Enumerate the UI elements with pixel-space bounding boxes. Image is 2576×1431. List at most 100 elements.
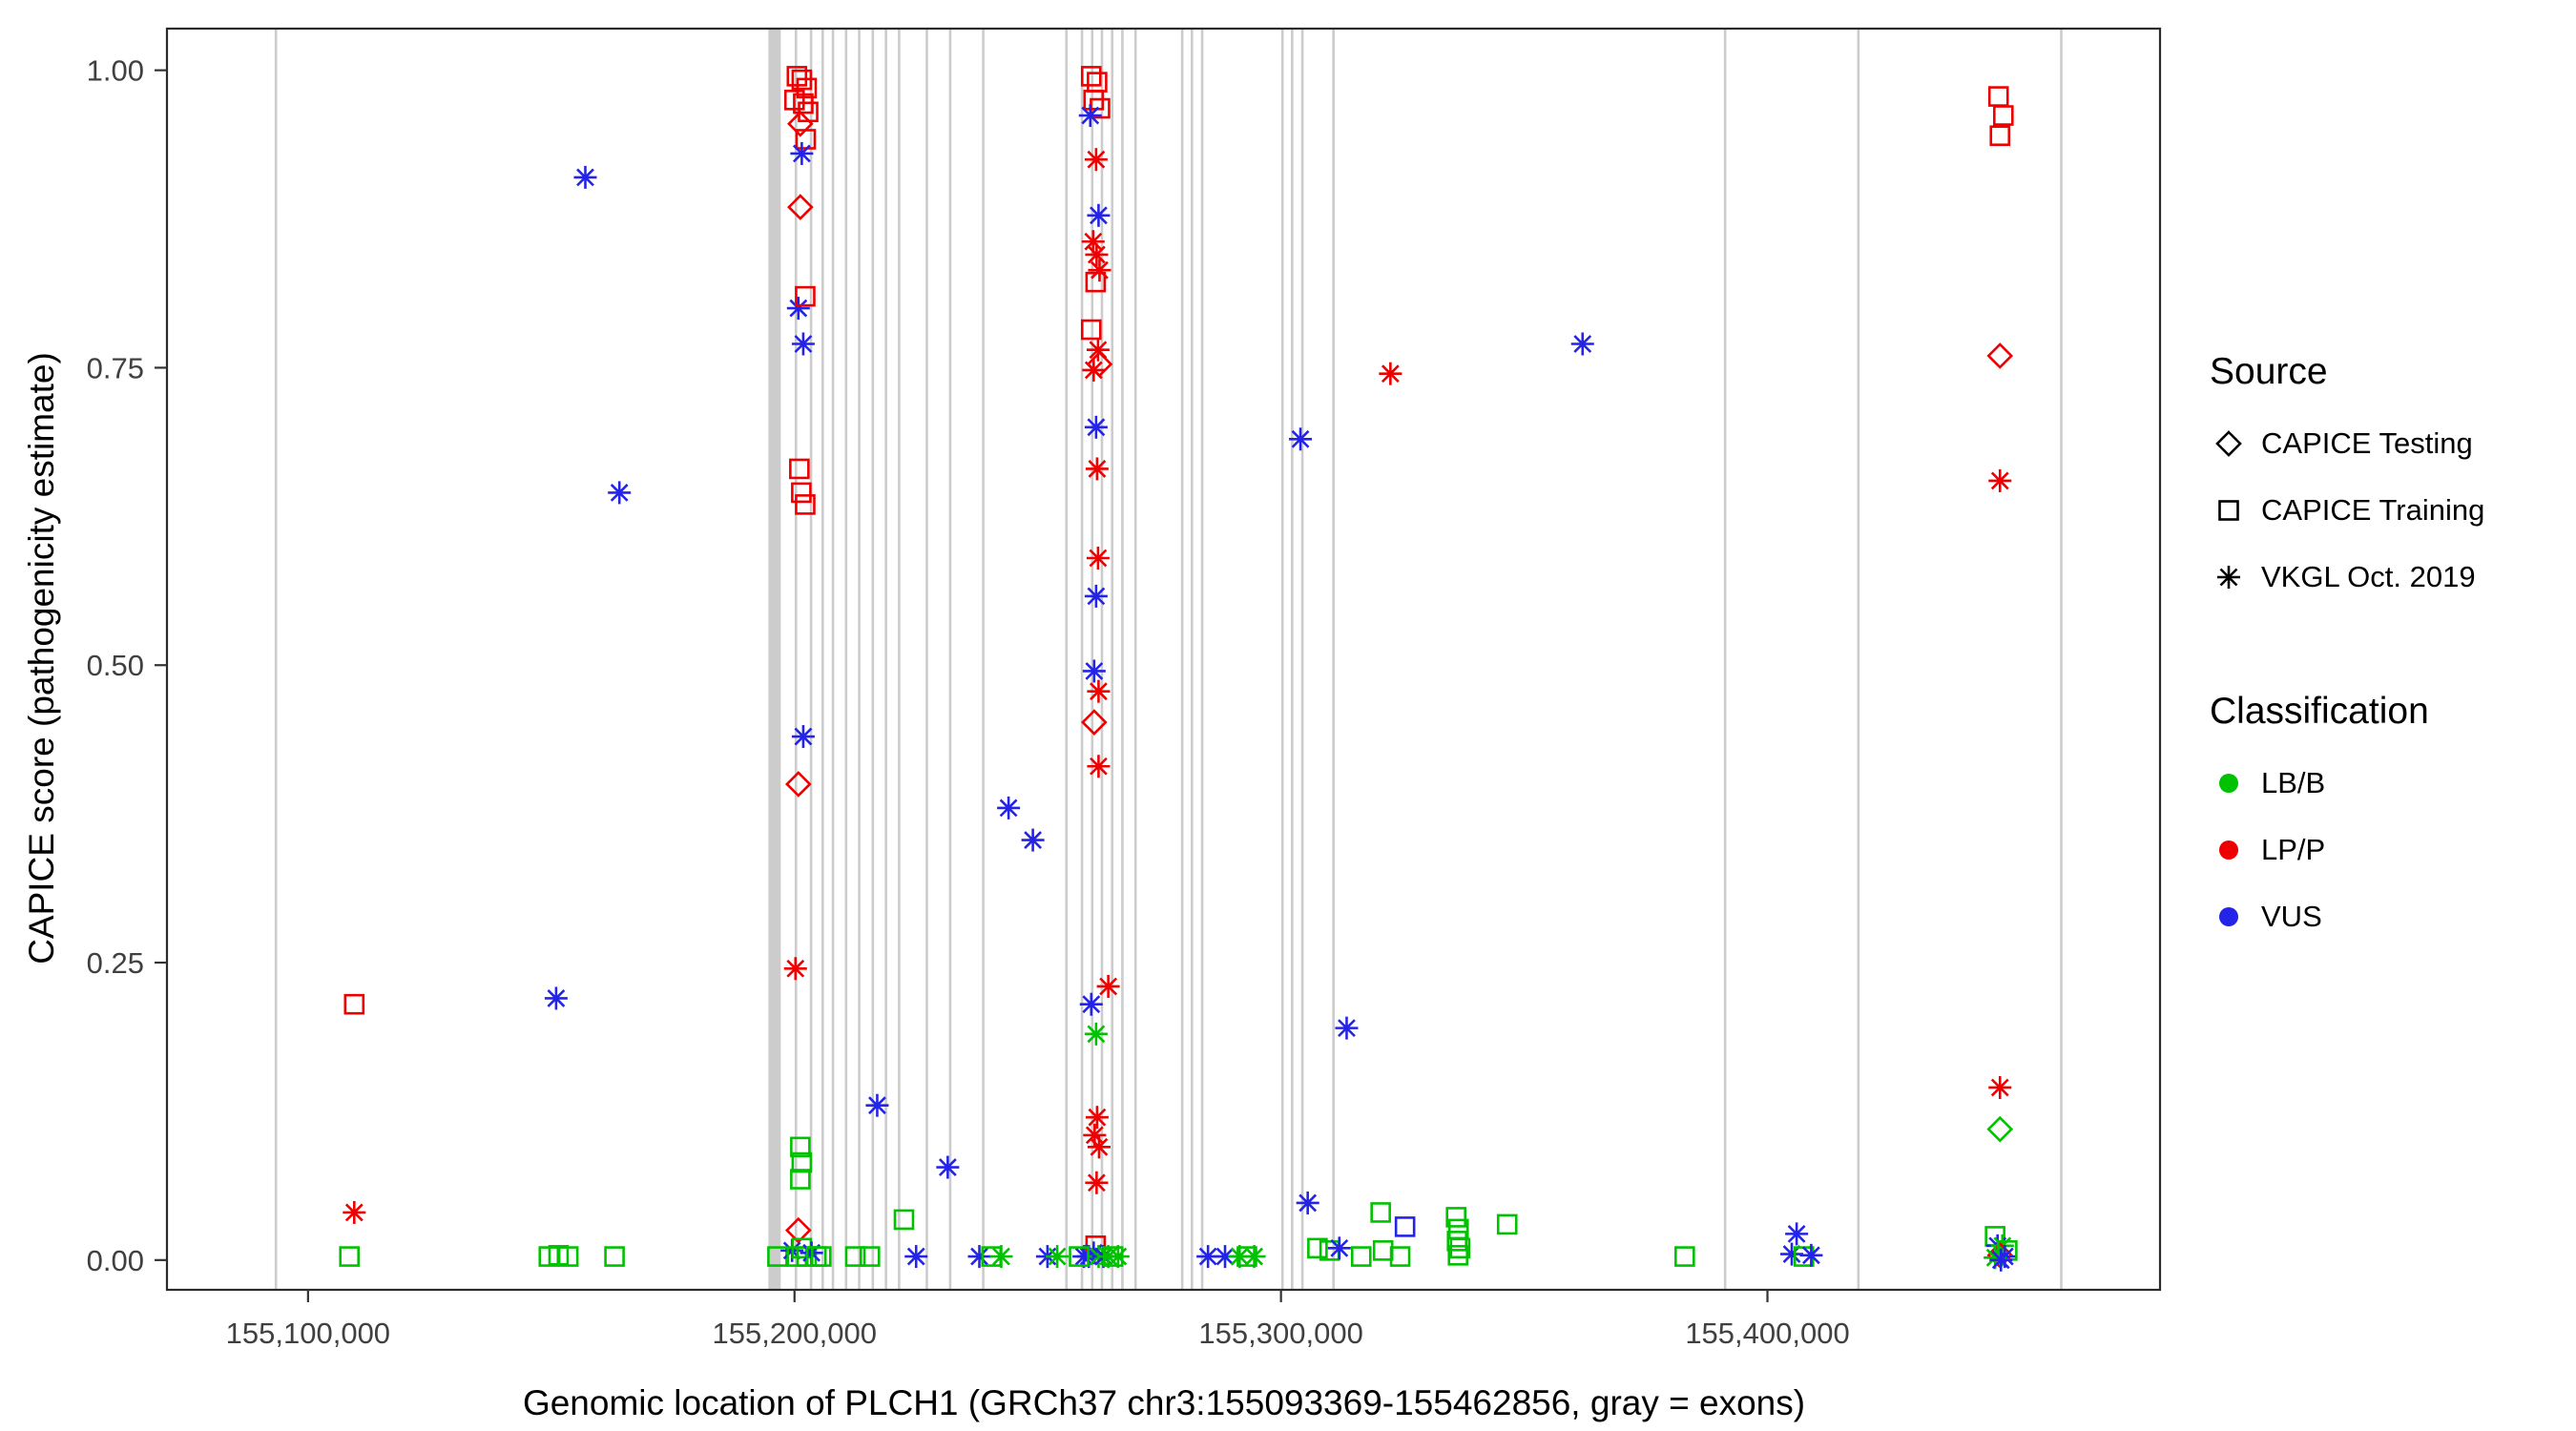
data-point	[1446, 1231, 1468, 1252]
data-point	[1084, 148, 1108, 172]
data-point	[967, 1245, 991, 1269]
data-point	[1080, 319, 1102, 341]
data-point	[1085, 1106, 1109, 1130]
data-point	[859, 1246, 881, 1267]
data-point	[796, 77, 818, 99]
data-point	[1079, 992, 1103, 1016]
y-axis-title: CAPICE score (pathogenicity estimate)	[22, 352, 61, 964]
legend-class-item: VUS	[2210, 883, 2484, 950]
circle-icon	[2210, 898, 2261, 936]
x-tick-label: 155,200,000	[713, 1317, 877, 1350]
legend-class-label: LP/P	[2261, 833, 2326, 866]
circle-icon	[2210, 764, 2261, 802]
data-point	[1242, 1245, 1266, 1269]
data-point	[1447, 1245, 1469, 1266]
data-point	[1085, 457, 1109, 481]
data-point	[1021, 828, 1045, 852]
data-point	[1082, 358, 1106, 382]
data-point	[1289, 427, 1313, 451]
data-point	[1989, 1248, 2013, 1272]
data-point	[1989, 125, 2011, 147]
data-point	[1081, 709, 1108, 736]
data-point	[989, 1245, 1013, 1269]
data-point	[790, 1169, 811, 1190]
data-point	[1086, 546, 1110, 570]
data-point	[1081, 230, 1105, 254]
data-point	[844, 1246, 866, 1267]
data-point	[1496, 1213, 1518, 1235]
data-point	[795, 285, 816, 307]
legend-source-label: VKGL Oct. 2019	[2261, 560, 2476, 593]
data-point	[339, 1246, 361, 1267]
data-point	[791, 1151, 813, 1173]
data-point	[1370, 1202, 1391, 1223]
data-point	[1986, 342, 2014, 369]
data-point	[1987, 86, 2009, 107]
data-point	[1087, 755, 1111, 778]
legend-class-label: LB/B	[2261, 766, 2326, 799]
data-point	[1088, 259, 1111, 282]
data-point	[795, 494, 816, 515]
data-point	[343, 993, 365, 1015]
data-point	[1993, 105, 2014, 126]
x-tick-label: 155,400,000	[1685, 1317, 1849, 1350]
data-point	[1296, 1191, 1319, 1214]
data-point	[1085, 271, 1107, 293]
data-point	[1085, 242, 1109, 266]
data-point	[1570, 332, 1594, 356]
data-point	[790, 1136, 811, 1158]
data-point	[1350, 1246, 1372, 1267]
data-point	[1078, 104, 1102, 128]
x-axis-title: Genomic location of PLCH1 (GRCh37 chr3:1…	[522, 1383, 1806, 1422]
data-point	[1379, 362, 1402, 385]
data-point	[1780, 1242, 1804, 1266]
y-tick-label: 1.00	[87, 54, 144, 88]
data-point	[1988, 1075, 2012, 1099]
data-point	[557, 1246, 579, 1267]
data-point	[1087, 72, 1108, 93]
data-point	[783, 957, 807, 981]
data-point	[787, 110, 814, 137]
data-point	[1988, 468, 2012, 492]
data-point	[791, 482, 812, 504]
data-point	[1080, 66, 1102, 87]
data-point	[1106, 1245, 1130, 1269]
data-point	[893, 1209, 915, 1231]
data-point	[1307, 1237, 1328, 1259]
data-point	[608, 481, 632, 505]
data-point	[789, 458, 810, 480]
x-tick-label: 155,300,000	[1198, 1317, 1362, 1350]
circle-icon	[2210, 831, 2261, 869]
data-point	[1046, 1245, 1070, 1269]
data-point	[1785, 1222, 1809, 1246]
data-point	[786, 297, 810, 321]
data-point	[343, 1200, 366, 1224]
data-point	[810, 1246, 832, 1267]
legend-class-label: VUS	[2261, 900, 2322, 933]
legend-source-label: CAPICE Testing	[2261, 426, 2473, 460]
x-tick-label: 155,100,000	[226, 1317, 390, 1350]
legend-source-label: CAPICE Training	[2261, 493, 2485, 527]
legend-class-item: LP/P	[2210, 817, 2484, 883]
data-point	[790, 141, 814, 165]
y-tick-label: 0.75	[87, 351, 144, 384]
data-point	[1335, 1016, 1359, 1040]
data-point	[904, 1245, 928, 1269]
data-point	[573, 165, 597, 189]
data-point	[1389, 1246, 1411, 1267]
data-point	[1087, 1135, 1111, 1159]
data-point	[1986, 1115, 2014, 1143]
data-point	[544, 986, 568, 1010]
y-tick-label: 0.00	[87, 1244, 144, 1277]
data-point	[1327, 1236, 1351, 1260]
data-point	[784, 1216, 812, 1244]
data-point	[1087, 203, 1111, 227]
legend-source-title: Source	[2210, 351, 2328, 392]
data-point	[787, 194, 814, 220]
legend: Source CAPICE Testing CAPICE Training VK…	[2210, 351, 2484, 950]
legend-source-item: VKGL Oct. 2019	[2210, 544, 2484, 611]
data-point	[1096, 974, 1120, 998]
data-point	[997, 796, 1021, 819]
data-point	[1372, 1240, 1394, 1261]
